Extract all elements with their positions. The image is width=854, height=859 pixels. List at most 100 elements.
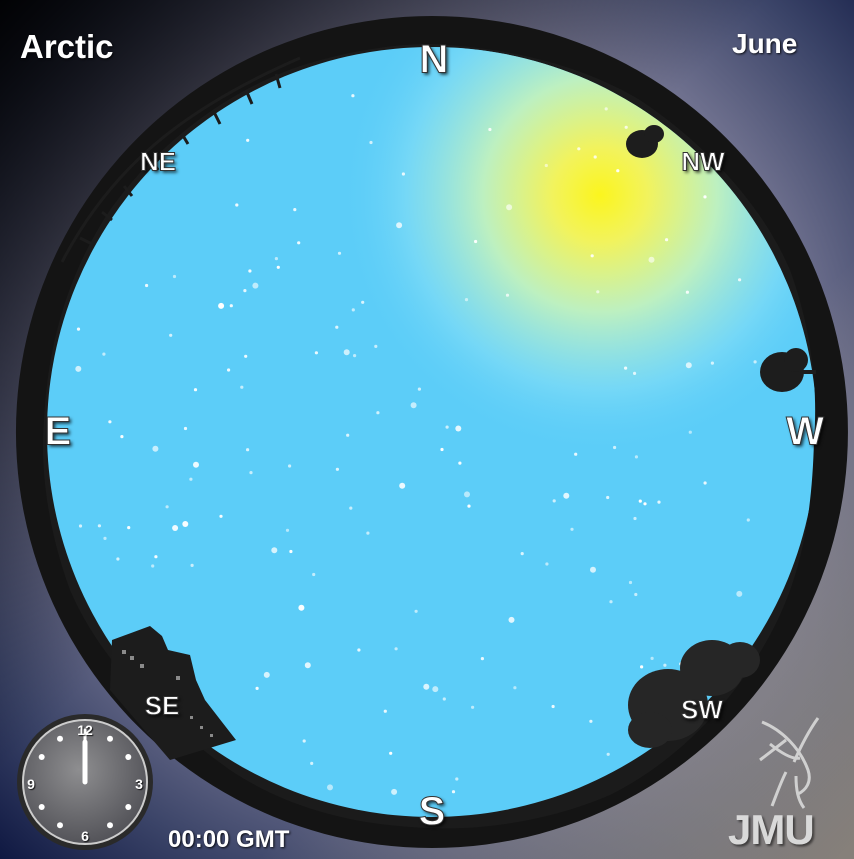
star	[606, 495, 610, 500]
star	[169, 333, 173, 337]
analog-clock	[17, 714, 153, 850]
time-label: 00:00 GMT	[168, 826, 290, 853]
clock-tick	[38, 754, 45, 760]
star	[182, 521, 189, 527]
star	[310, 761, 314, 766]
compass-west: W	[786, 409, 825, 454]
star	[357, 648, 361, 652]
star-field	[75, 94, 800, 795]
buildings-southeast	[110, 626, 236, 760]
star	[327, 784, 333, 791]
star	[346, 433, 350, 437]
star	[638, 499, 642, 503]
star	[376, 411, 380, 415]
star	[464, 491, 470, 498]
star	[219, 514, 223, 518]
star	[643, 502, 647, 506]
star	[248, 269, 252, 273]
star	[76, 327, 81, 331]
star	[590, 254, 594, 258]
star	[165, 505, 169, 509]
star	[298, 604, 305, 611]
star	[335, 325, 339, 329]
star	[389, 751, 393, 755]
star	[244, 354, 248, 358]
star	[520, 552, 524, 556]
clock-numeral-12: 12	[77, 722, 93, 738]
star	[467, 504, 471, 508]
star	[606, 752, 610, 756]
star	[255, 686, 259, 691]
star	[609, 600, 613, 604]
star	[249, 471, 253, 475]
star	[563, 492, 570, 499]
star	[634, 592, 638, 597]
clock-tick-marks	[38, 735, 132, 829]
star	[628, 580, 633, 585]
star	[116, 557, 120, 561]
star	[274, 257, 278, 261]
star	[685, 290, 690, 294]
star	[753, 360, 757, 364]
star	[505, 293, 510, 297]
region-label: Arctic	[20, 28, 114, 65]
star	[235, 203, 239, 207]
star	[229, 304, 233, 308]
star	[703, 195, 707, 199]
clock-numeral-6: 6	[81, 828, 89, 844]
star	[464, 298, 469, 302]
star	[189, 477, 193, 481]
jmu-logo-text: JMU	[728, 806, 815, 853]
star	[314, 351, 318, 355]
star	[361, 300, 365, 304]
star	[374, 344, 378, 348]
star	[190, 563, 194, 568]
star	[506, 204, 513, 211]
star	[108, 420, 112, 424]
star	[688, 430, 692, 434]
star	[243, 289, 247, 293]
star	[657, 500, 661, 504]
star	[593, 155, 597, 159]
star	[432, 686, 439, 693]
clock-numeral-9: 9	[27, 776, 35, 792]
star	[551, 704, 555, 709]
star	[613, 445, 617, 450]
star	[102, 352, 106, 356]
star	[455, 777, 459, 781]
star	[458, 461, 462, 465]
star	[596, 290, 600, 294]
star	[471, 705, 475, 709]
trees-northwest	[626, 125, 664, 158]
star	[738, 278, 742, 282]
star	[710, 361, 715, 365]
star	[634, 455, 639, 459]
star	[663, 663, 667, 667]
star	[616, 169, 620, 173]
star	[604, 107, 608, 111]
star	[544, 163, 548, 168]
star	[151, 564, 155, 568]
star	[154, 555, 158, 559]
star	[396, 222, 403, 229]
star	[289, 549, 293, 554]
star	[193, 388, 198, 392]
star	[246, 138, 250, 142]
star	[685, 362, 692, 369]
star	[414, 609, 418, 613]
compass-southwest: SW	[681, 694, 724, 725]
star	[383, 709, 387, 713]
compass-southeast: SE	[144, 690, 180, 721]
star	[474, 239, 478, 244]
star	[480, 657, 484, 661]
star	[552, 499, 556, 503]
star	[78, 524, 83, 528]
star	[648, 256, 655, 263]
star	[633, 371, 637, 375]
star	[145, 283, 149, 288]
star	[369, 140, 373, 145]
star	[417, 387, 421, 391]
star	[399, 482, 406, 489]
compass-north: N	[419, 37, 449, 82]
